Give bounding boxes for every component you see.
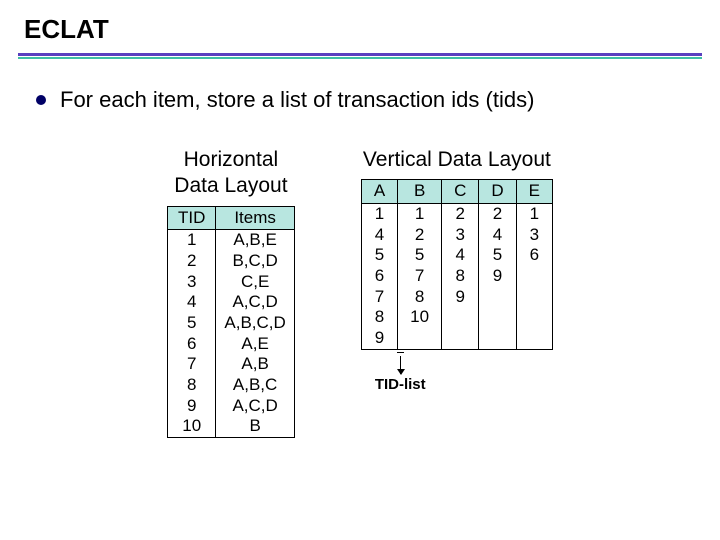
table-cell: 9 xyxy=(168,396,216,417)
table-cell: 10 xyxy=(398,307,442,328)
table-header: C xyxy=(442,180,479,204)
bullet-text: For each item, store a list of transacti… xyxy=(60,87,534,113)
table-cell xyxy=(479,328,516,349)
table-cell: 3 xyxy=(442,225,479,246)
table-cell: 8 xyxy=(361,307,397,328)
layouts-container: Horizontal Data Layout TIDItems 1A,B,E2B… xyxy=(0,147,720,438)
table-cell xyxy=(398,328,442,349)
table-row: 11221 xyxy=(361,203,552,224)
vertical-layout: Vertical Data Layout ABCDE 1122142343554… xyxy=(361,147,553,393)
table-cell: 2 xyxy=(398,225,442,246)
table-cell xyxy=(516,307,552,328)
bullet-dot xyxy=(36,95,46,105)
table-cell: A,B,E xyxy=(216,230,294,251)
table-cell: 3 xyxy=(168,272,216,293)
title-underline xyxy=(18,53,702,57)
table-cell: 4 xyxy=(442,245,479,266)
table-cell: 8 xyxy=(442,266,479,287)
horizontal-title: Horizontal Data Layout xyxy=(174,147,287,200)
table-row: 3C,E xyxy=(168,272,295,293)
table-cell: A,C,D xyxy=(216,292,294,313)
table-cell: 7 xyxy=(168,354,216,375)
table-header: B xyxy=(398,180,442,204)
table-cell: 5 xyxy=(479,245,516,266)
table-cell xyxy=(516,287,552,308)
horizontal-table: TIDItems 1A,B,E2B,C,D3C,E4A,C,D5A,B,C,D6… xyxy=(167,206,295,439)
tidlist-annotation: TID-list xyxy=(375,356,426,393)
table-header: A xyxy=(361,180,397,204)
table-cell: 4 xyxy=(168,292,216,313)
table-header: D xyxy=(479,180,516,204)
table-row: 789 xyxy=(361,287,552,308)
table-cell: 5 xyxy=(168,313,216,334)
table-cell: C,E xyxy=(216,272,294,293)
table-row: 42343 xyxy=(361,225,552,246)
horizontal-layout: Horizontal Data Layout TIDItems 1A,B,E2B… xyxy=(167,147,295,438)
table-cell: 10 xyxy=(168,416,216,437)
table-cell: 9 xyxy=(442,287,479,308)
arrow-down-icon xyxy=(400,356,401,374)
table-cell: B,C,D xyxy=(216,251,294,272)
table-row: 810 xyxy=(361,307,552,328)
table-cell: 6 xyxy=(168,334,216,355)
table-header: Items xyxy=(216,206,294,230)
table-cell: 5 xyxy=(398,245,442,266)
table-cell: 1 xyxy=(168,230,216,251)
table-cell: 3 xyxy=(516,225,552,246)
table-cell: B xyxy=(216,416,294,437)
table-cell: 7 xyxy=(361,287,397,308)
table-cell: A,C,D xyxy=(216,396,294,417)
slide-title: ECLAT xyxy=(0,0,720,53)
table-header: E xyxy=(516,180,552,204)
table-cell: 1 xyxy=(398,203,442,224)
table-cell: 6 xyxy=(516,245,552,266)
table-cell xyxy=(479,307,516,328)
table-cell: 8 xyxy=(168,375,216,396)
table-row: 10B xyxy=(168,416,295,437)
table-row: 6A,E xyxy=(168,334,295,355)
table-cell xyxy=(516,328,552,349)
table-cell: 1 xyxy=(516,203,552,224)
table-cell xyxy=(479,287,516,308)
bullet-row: For each item, store a list of transacti… xyxy=(0,61,720,113)
table-header: TID xyxy=(168,206,216,230)
table-cell: 8 xyxy=(398,287,442,308)
tidlist-label: TID-list xyxy=(375,376,426,393)
table-row: 5A,B,C,D xyxy=(168,313,295,334)
table-cell: 1 xyxy=(361,203,397,224)
table-cell: A,B,C xyxy=(216,375,294,396)
table-row: 9A,C,D xyxy=(168,396,295,417)
table-cell: 7 xyxy=(398,266,442,287)
table-cell: 2 xyxy=(479,203,516,224)
table-row: 8A,B,C xyxy=(168,375,295,396)
table-row: 7A,B xyxy=(168,354,295,375)
table-cell: A,B xyxy=(216,354,294,375)
table-cell: A,E xyxy=(216,334,294,355)
table-row: 55456 xyxy=(361,245,552,266)
table-row: 2B,C,D xyxy=(168,251,295,272)
table-cell: 2 xyxy=(168,251,216,272)
table-cell: 2 xyxy=(442,203,479,224)
table-cell: 9 xyxy=(361,328,397,349)
table-row: 9 xyxy=(361,328,552,349)
vertical-title: Vertical Data Layout xyxy=(363,147,551,173)
table-cell xyxy=(516,266,552,287)
table-cell xyxy=(442,307,479,328)
table-cell: 9 xyxy=(479,266,516,287)
table-cell: 5 xyxy=(361,245,397,266)
table-cell xyxy=(442,328,479,349)
table-row: 6789 xyxy=(361,266,552,287)
table-cell: 4 xyxy=(361,225,397,246)
vertical-table: ABCDE 1122142343554566789 789 810 9 xyxy=(361,179,553,350)
table-row: 4A,C,D xyxy=(168,292,295,313)
table-cell: 4 xyxy=(479,225,516,246)
table-cell: A,B,C,D xyxy=(216,313,294,334)
table-row: 1A,B,E xyxy=(168,230,295,251)
table-cell: 6 xyxy=(361,266,397,287)
